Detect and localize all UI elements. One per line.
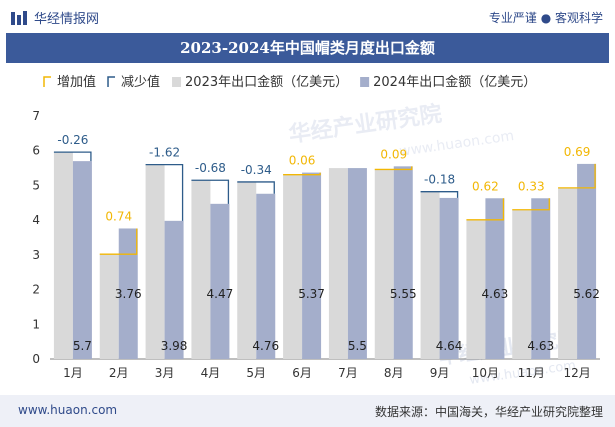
bar-2024 <box>164 220 184 359</box>
bar-2023 <box>53 152 73 359</box>
decrease-connector <box>53 151 92 162</box>
legend-label: 2024年出口金额（亿美元） <box>373 74 536 90</box>
y-tick-label: 4 <box>32 213 40 227</box>
increase-label: 0.06 <box>289 154 316 168</box>
increase-connector <box>512 198 550 211</box>
increase-connector <box>374 166 413 171</box>
decrease-label: -0.34 <box>241 163 272 177</box>
bar-2023 <box>558 187 578 359</box>
legend-label: 减少值 <box>121 74 160 90</box>
x-tick-label: 11月 <box>518 366 545 380</box>
chart-title: 2023-2024年中国帽类月度出口金额 <box>6 33 609 63</box>
x-tick-label: 1月 <box>63 366 83 380</box>
increase-label: 0.33 <box>518 179 545 193</box>
y-tick-label: 5 <box>32 178 40 192</box>
bar-2023 <box>420 191 440 359</box>
y-tick-label: 3 <box>32 248 40 262</box>
y-tick-label: 0 <box>32 352 40 366</box>
bar-2023 <box>328 168 348 359</box>
decrease-label: -1.62 <box>149 146 180 160</box>
decrease-label: -0.26 <box>57 133 88 147</box>
x-tick-label: 7月 <box>338 366 358 380</box>
top-bar: 华经情报网 专业严谨 ● 客观科学 <box>0 0 615 32</box>
x-tick-label: 5月 <box>246 366 266 380</box>
bar-2023 <box>99 254 119 359</box>
data-label-2024: 4.76 <box>252 339 279 353</box>
x-tick-label: 6月 <box>292 366 312 380</box>
increase-connector <box>558 163 596 189</box>
data-label-2024: 5.5 <box>348 339 367 353</box>
bar-2024 <box>439 197 459 359</box>
decrease-connector <box>420 191 459 198</box>
data-label-2024: 5.7 <box>73 339 92 353</box>
x-tick-label: 4月 <box>201 366 221 380</box>
bar-2023 <box>512 209 532 359</box>
legend-swatch-increase <box>43 76 51 87</box>
bar-2024 <box>118 228 138 359</box>
increase-label: 0.09 <box>380 147 407 161</box>
bar-2023 <box>374 169 394 359</box>
bar-2024 <box>393 166 413 359</box>
x-tick-label: 8月 <box>384 366 404 380</box>
data-label-2024: 4.47 <box>207 287 234 301</box>
increase-connector <box>283 172 321 176</box>
decrease-label: -0.68 <box>195 161 226 175</box>
x-tick-label: 2月 <box>109 366 129 380</box>
data-label-2024: 4.64 <box>436 339 463 353</box>
bar-2023 <box>191 180 211 359</box>
data-label-2024: 4.63 <box>482 287 509 301</box>
bar-2024 <box>302 172 322 359</box>
bar-2023 <box>145 164 165 359</box>
footer-source: 数据来源：中国海关，华经产业研究院整理 <box>374 405 603 419</box>
increase-connector <box>466 198 505 221</box>
footer-url[interactable]: www.huaon.com <box>18 403 118 417</box>
bar-2024 <box>577 163 597 359</box>
decrease-connector <box>145 163 184 221</box>
brand-name: 华经情报网 <box>34 12 100 27</box>
legend-swatch-2023 <box>172 77 182 87</box>
watermark-url: www.huaon.com <box>398 128 515 160</box>
x-tick-label: 3月 <box>155 366 175 380</box>
legend-label: 2023年出口金额（亿美元） <box>185 74 348 90</box>
bar-2023 <box>237 181 257 359</box>
increase-label: 0.74 <box>105 209 132 223</box>
data-label-2024: 4.63 <box>527 339 554 353</box>
decrease-connector <box>191 179 230 204</box>
bar-2024 <box>347 168 367 359</box>
footer: www.huaon.com 数据来源：中国海关，华经产业研究院整理 <box>0 395 615 427</box>
bar-2023 <box>283 174 303 359</box>
increase-label: 0.69 <box>564 145 591 159</box>
increase-label: 0.62 <box>472 179 499 193</box>
y-tick-label: 6 <box>32 144 40 158</box>
x-tick-label: 12月 <box>563 366 590 380</box>
data-label-2024: 5.37 <box>298 287 325 301</box>
legend-swatch-decrease <box>107 76 116 87</box>
decrease-label: -0.18 <box>424 173 455 187</box>
data-label-2024: 3.98 <box>161 339 188 353</box>
legend-swatch-2024 <box>360 77 370 87</box>
y-tick-label: 2 <box>32 283 40 297</box>
x-tick-label: 10月 <box>472 366 499 380</box>
data-label-2024: 5.55 <box>390 287 417 301</box>
bar-2024 <box>256 193 276 359</box>
x-tick-label: 9月 <box>430 366 450 380</box>
legend-label: 增加值 <box>57 74 96 90</box>
brand-logo-icon <box>11 10 27 25</box>
decrease-connector <box>237 181 275 194</box>
data-label-2024: 5.62 <box>573 287 600 301</box>
increase-connector <box>99 228 138 255</box>
slogan: 专业严谨 ● 客观科学 <box>488 11 603 25</box>
y-tick-label: 1 <box>32 317 40 331</box>
chart: 华经产业研究院www.huaon.com华经产业研究院www.huaon.com… <box>32 74 600 388</box>
bar-2024 <box>485 198 505 359</box>
bar-2024 <box>72 161 92 359</box>
bar-2024 <box>210 203 230 359</box>
bar-2024 <box>531 198 551 359</box>
y-tick-label: 7 <box>32 109 40 123</box>
bar-2023 <box>466 219 486 359</box>
brand[interactable]: 华经情报网 <box>10 8 99 27</box>
data-label-2024: 3.76 <box>115 287 142 301</box>
